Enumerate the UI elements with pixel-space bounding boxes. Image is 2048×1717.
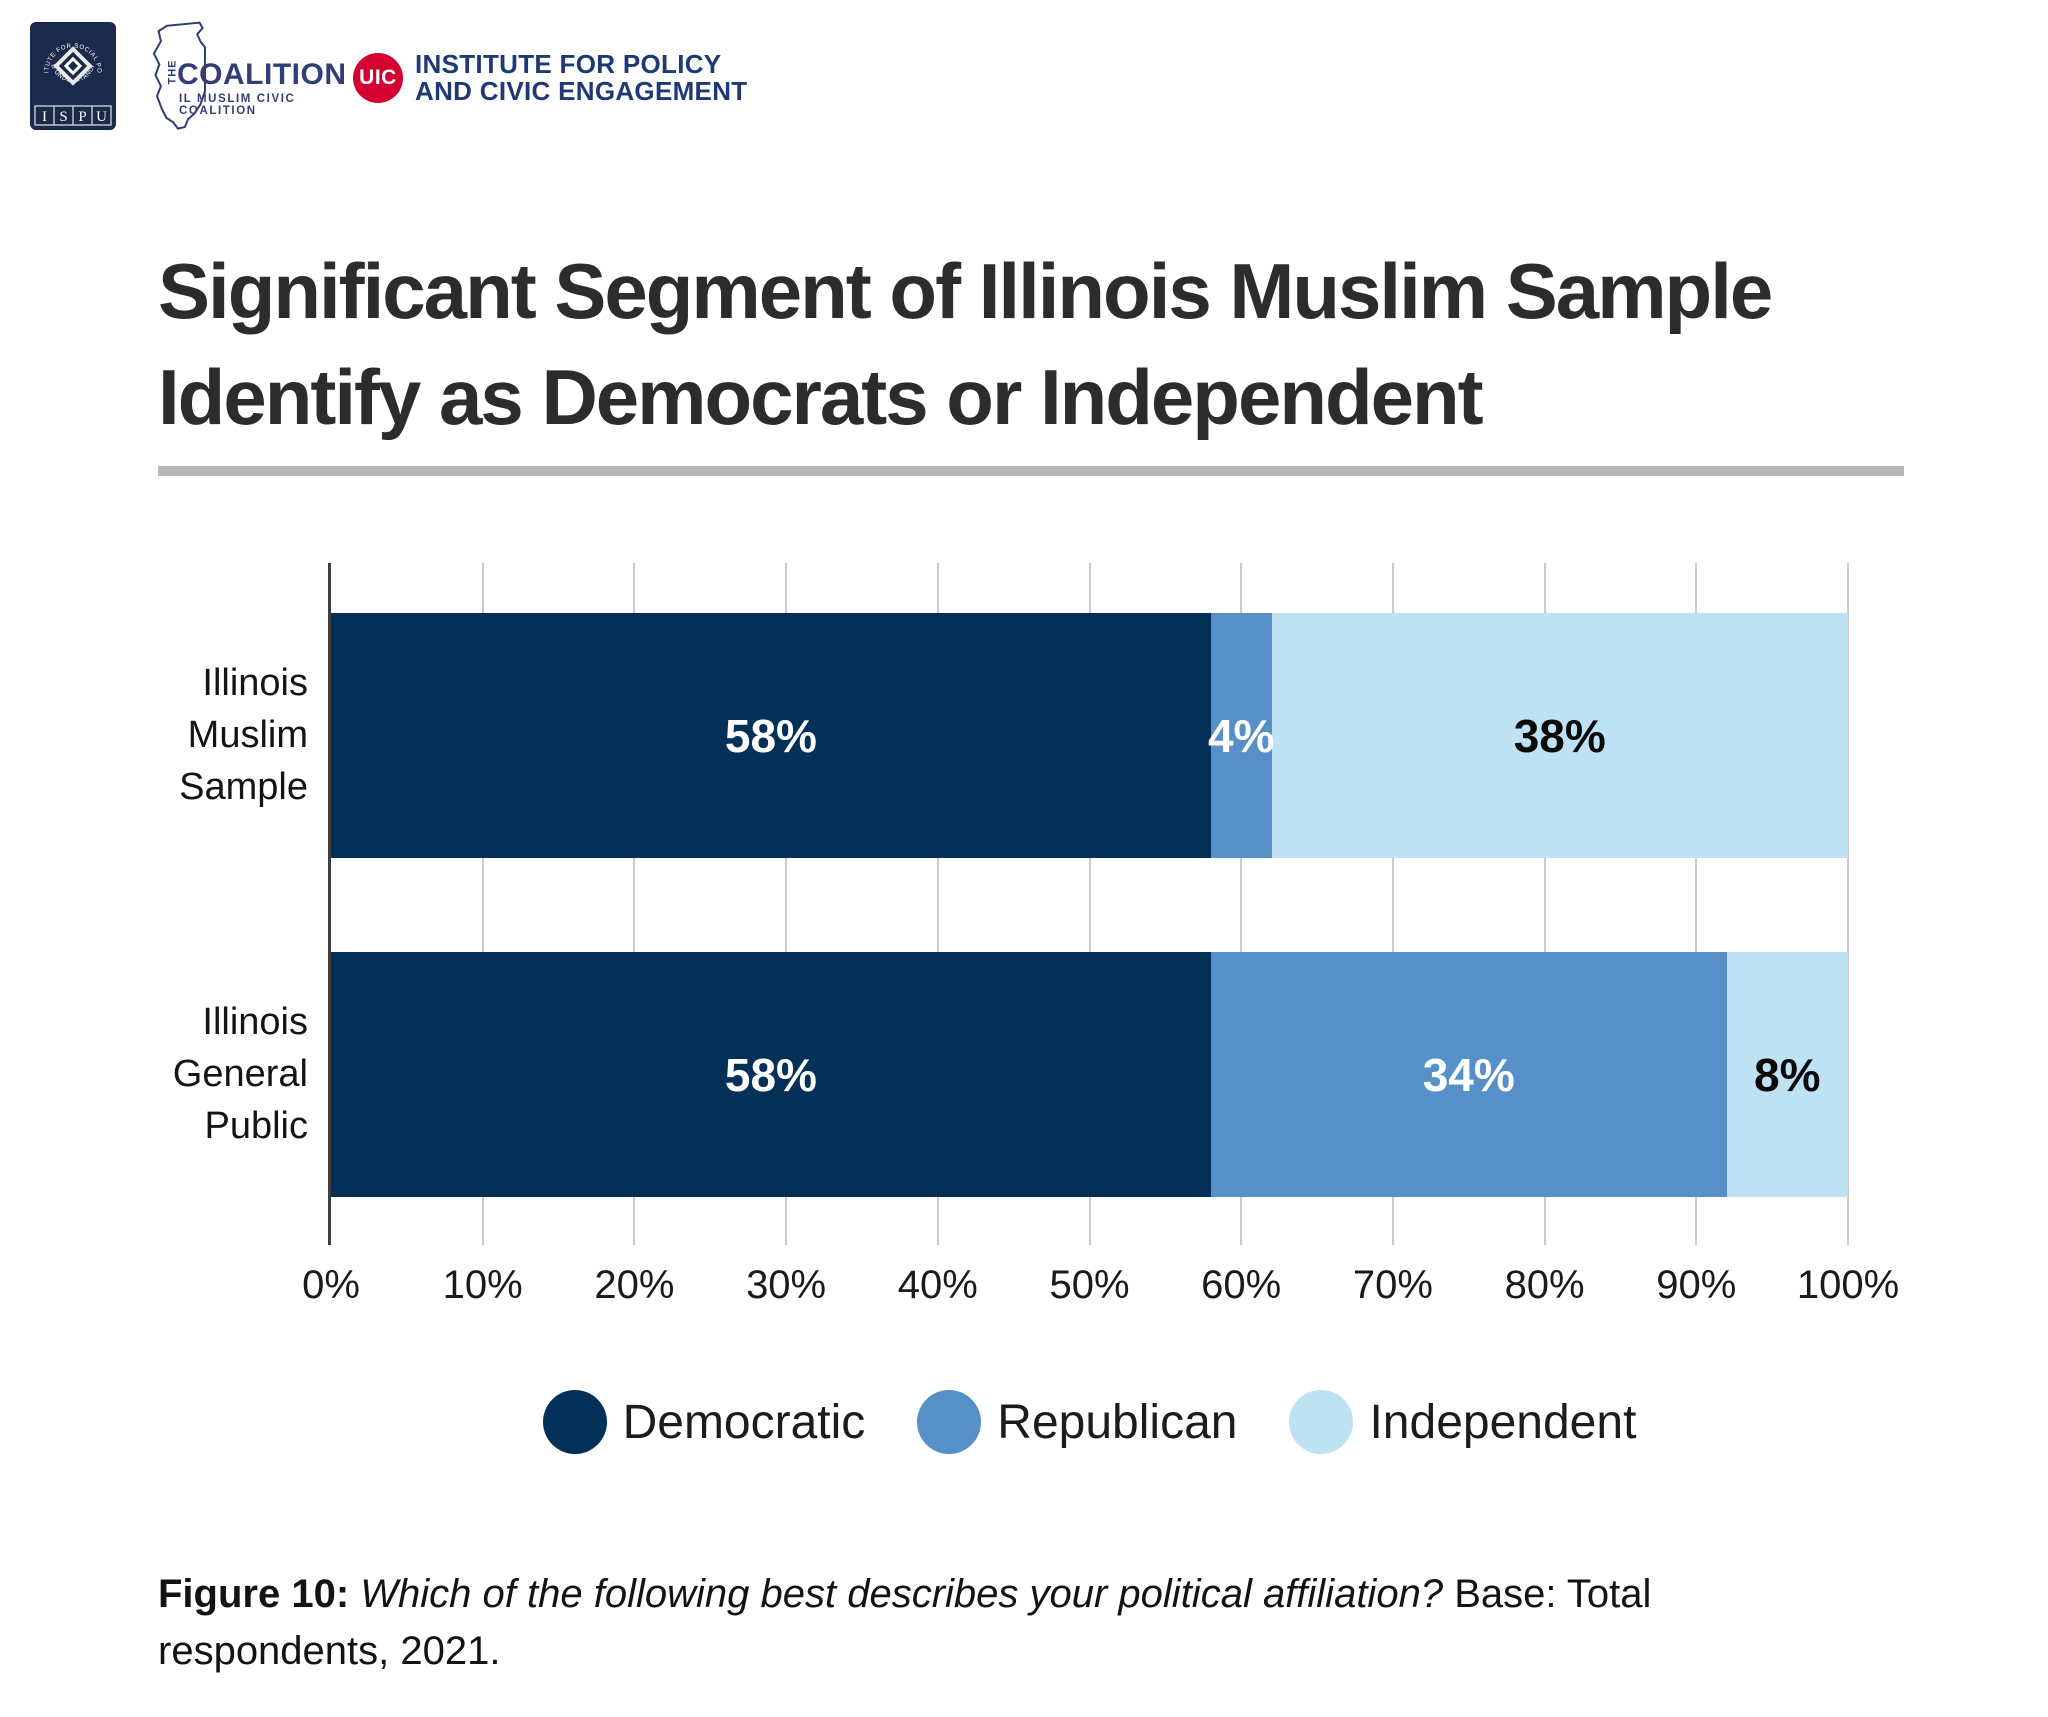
- coalition-logo: THE COALITION IL MUSLIM CIVIC COALITION: [150, 14, 350, 138]
- bar-illinois-general-public: 58% 34% 8%: [331, 952, 1848, 1197]
- bar-segment-label: 34%: [1422, 1048, 1515, 1101]
- bar-segment-democratic: 58%: [331, 613, 1211, 858]
- bar-segment-label: 38%: [1513, 709, 1606, 762]
- category-label-line: Illinois: [202, 1001, 308, 1043]
- x-tick-label: 10%: [442, 1263, 523, 1307]
- uic-logo: UIC INSTITUTE FOR POLICY AND CIVIC ENGAG…: [353, 51, 747, 105]
- x-tick-label: 30%: [746, 1263, 827, 1307]
- gridline: [633, 563, 636, 1245]
- bar-segment-democratic: 58%: [331, 952, 1211, 1197]
- x-tick-label: 90%: [1656, 1263, 1737, 1307]
- plot-area: 58% 4% 38% 58% 34% 8%: [328, 563, 1849, 1245]
- x-tick-label: 70%: [1352, 1263, 1433, 1307]
- x-tick-label: 80%: [1504, 1263, 1585, 1307]
- legend-item-republican: Republican: [917, 1390, 1237, 1454]
- ispu-letter: S: [59, 109, 67, 125]
- uic-circle-icon: UIC: [353, 53, 403, 103]
- legend: Democratic Republican Independent: [331, 1390, 1848, 1454]
- category-label-line: Public: [204, 1105, 309, 1147]
- gridline: [1543, 563, 1546, 1245]
- bar-illinois-muslim-sample: 58% 4% 38%: [331, 613, 1848, 858]
- ispu-letter: P: [78, 109, 86, 125]
- caption-base: Base: Total respondents, 2021.: [158, 1572, 1652, 1673]
- category-label-line: Sample: [179, 766, 308, 808]
- figure-number-label: Figure 10:: [158, 1572, 350, 1616]
- ispu-letter-boxes: I S P U: [34, 105, 112, 126]
- category-label: Illinois Muslim Sample: [20, 657, 308, 813]
- coalition-subtitle-label: IL MUSLIM CIVIC COALITION: [179, 93, 296, 117]
- gridline: [1240, 563, 1243, 1245]
- bar-segment-republican: 34%: [1210, 952, 1727, 1197]
- gridline: [936, 563, 939, 1245]
- x-axis: 0% 10% 20% 30% 40% 50% 60% 70% 80% 90% 100%: [302, 1263, 1899, 1313]
- x-tick-label: 0%: [302, 1263, 360, 1307]
- title-divider: [158, 466, 1904, 476]
- legend-label: Republican: [997, 1395, 1238, 1449]
- bar-segment-republican: 4%: [1207, 613, 1275, 858]
- ispu-logo-graphic: INSTITUTE FOR SOCIAL POLICY AND UNDERSTA…: [30, 22, 112, 126]
- legend-label: Independent: [1369, 1395, 1637, 1449]
- logo-row: INSTITUTE FOR SOCIAL POLICY AND UNDERSTA…: [0, 0, 2048, 150]
- y-axis-line: [328, 563, 331, 1245]
- legend-item-democratic: Democratic: [542, 1390, 866, 1454]
- coalition-name-label: COALITION: [177, 58, 347, 91]
- legend-swatch-icon: [917, 1390, 982, 1454]
- category-label-line: Muslim: [187, 714, 308, 756]
- x-tick-label: 50%: [1049, 1263, 1130, 1307]
- ispu-letter: I: [42, 109, 47, 125]
- legend-label: Democratic: [622, 1395, 866, 1449]
- category-label: Illinois General Public: [20, 996, 308, 1152]
- uic-institute-line2: AND CIVIC ENGAGEMENT: [415, 76, 748, 106]
- bar-segment-label: 4%: [1207, 709, 1275, 762]
- chart-title: Significant Segment of Illinois Muslim S…: [158, 238, 1928, 450]
- bar-segment-label: 8%: [1754, 1048, 1821, 1101]
- uic-institute-label: INSTITUTE FOR POLICY AND CIVIC ENGAGEMEN…: [415, 51, 747, 105]
- bar-segment-independent: 8%: [1726, 952, 1848, 1197]
- ispu-logo: INSTITUTE FOR SOCIAL POLICY AND UNDERSTA…: [30, 22, 116, 130]
- legend-swatch-icon: [542, 1390, 607, 1454]
- x-tick-label: 100%: [1796, 1263, 1900, 1307]
- bar-segment-independent: 38%: [1271, 613, 1848, 858]
- gridline: [1391, 563, 1394, 1245]
- x-tick-label: 20%: [594, 1263, 675, 1307]
- chart-title-line1: Significant Segment of Illinois Muslim S…: [158, 247, 1773, 335]
- x-tick-label: 40%: [897, 1263, 978, 1307]
- x-tick-label: 60%: [1201, 1263, 1282, 1307]
- uic-institute-line1: INSTITUTE FOR POLICY: [415, 49, 722, 79]
- gridline: [1695, 563, 1698, 1245]
- caption-question: Which of the following best describes yo…: [360, 1572, 1444, 1616]
- category-label-line: General: [172, 1053, 308, 1095]
- chart-title-line2: Identify as Democrats or Independent: [158, 353, 1484, 441]
- legend-item-independent: Independent: [1289, 1390, 1636, 1454]
- figure-caption: Figure 10: Which of the following best d…: [158, 1566, 1888, 1680]
- gridline: [785, 563, 788, 1245]
- gridline: [1088, 563, 1091, 1245]
- illinois-outline-icon: [152, 21, 206, 130]
- category-label-line: Illinois: [202, 662, 308, 704]
- legend-swatch-icon: [1289, 1390, 1354, 1454]
- bar-segment-label: 58%: [724, 1048, 817, 1101]
- gridline: [1847, 563, 1849, 1245]
- ispu-letter: U: [96, 109, 107, 125]
- gridline: [481, 563, 484, 1245]
- bar-segment-label: 58%: [724, 709, 817, 762]
